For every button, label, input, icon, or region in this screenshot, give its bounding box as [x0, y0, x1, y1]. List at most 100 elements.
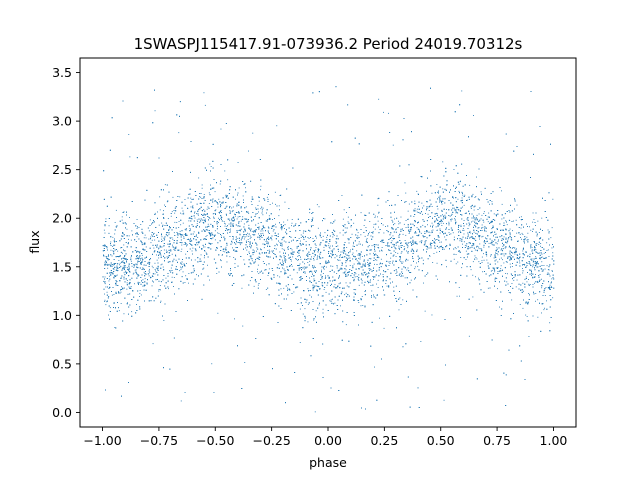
scatter-point — [508, 290, 509, 291]
scatter-point — [237, 216, 239, 218]
scatter-point — [254, 215, 256, 217]
scatter-point — [245, 240, 247, 242]
scatter-point — [275, 223, 276, 225]
scatter-point — [105, 304, 107, 306]
scatter-point — [194, 248, 196, 250]
scatter-point — [154, 110, 156, 112]
scatter-point — [345, 292, 347, 294]
scatter-point — [218, 198, 220, 200]
scatter-point — [494, 255, 496, 257]
scatter-point — [268, 242, 269, 244]
scatter-point — [481, 214, 483, 216]
scatter-point — [493, 244, 495, 246]
scatter-point — [232, 206, 234, 208]
scatter-point — [413, 251, 415, 253]
scatter-point — [377, 216, 378, 218]
scatter-point — [209, 235, 211, 237]
scatter-point — [225, 249, 227, 251]
scatter-point — [108, 225, 110, 227]
scatter-point — [190, 240, 192, 242]
scatter-point — [496, 247, 498, 249]
scatter-point — [459, 295, 460, 297]
scatter-point — [104, 301, 106, 302]
scatter-point — [315, 285, 317, 287]
scatter-point — [150, 242, 152, 244]
scatter-point — [355, 273, 357, 275]
scatter-point — [287, 219, 289, 221]
scatter-point — [444, 217, 446, 218]
scatter-point — [352, 245, 354, 247]
scatter-point — [192, 247, 194, 249]
scatter-point — [158, 224, 160, 226]
scatter-point — [441, 209, 443, 211]
scatter-point — [225, 246, 227, 248]
scatter-point — [160, 250, 162, 251]
scatter-point — [368, 258, 370, 259]
scatter-point — [184, 199, 186, 200]
scatter-point — [423, 205, 425, 207]
scatter-point — [304, 298, 305, 300]
scatter-point — [422, 259, 424, 261]
scatter-point — [457, 212, 459, 214]
scatter-point — [260, 189, 261, 191]
scatter-point — [432, 224, 434, 226]
scatter-point — [285, 259, 287, 261]
scatter-point — [309, 294, 311, 296]
scatter-point — [500, 249, 502, 251]
scatter-point — [446, 209, 447, 210]
scatter-point — [233, 236, 234, 238]
scatter-point — [217, 232, 219, 234]
scatter-point — [513, 279, 515, 281]
scatter-point — [245, 187, 246, 189]
scatter-point — [526, 223, 527, 225]
scatter-point — [230, 223, 232, 225]
scatter-point — [118, 260, 120, 261]
scatter-point — [413, 216, 415, 217]
scatter-point — [164, 204, 165, 206]
scatter-point — [183, 236, 185, 238]
scatter-point — [258, 200, 260, 202]
scatter-point — [328, 246, 330, 248]
scatter-point — [438, 192, 439, 194]
scatter-point — [506, 224, 508, 226]
scatter-point — [110, 249, 112, 251]
scatter-point — [522, 268, 523, 269]
scatter-point — [128, 134, 130, 135]
scatter-point — [549, 322, 551, 324]
scatter-point — [119, 292, 121, 294]
scatter-point — [160, 301, 161, 303]
scatter-point — [540, 237, 542, 239]
scatter-point — [512, 230, 513, 232]
scatter-point — [532, 284, 534, 285]
scatter-point — [494, 234, 496, 235]
scatter-point — [417, 193, 419, 195]
scatter-point — [181, 267, 183, 269]
scatter-point — [334, 284, 336, 286]
scatter-point — [186, 239, 188, 240]
scatter-point — [399, 260, 401, 262]
scatter-point — [309, 258, 311, 260]
scatter-point — [151, 265, 153, 267]
scatter-point — [405, 192, 407, 194]
scatter-point — [124, 287, 125, 289]
scatter-point — [162, 266, 164, 268]
scatter-point — [304, 263, 305, 265]
scatter-point — [481, 224, 483, 226]
scatter-point — [339, 257, 341, 258]
scatter-point — [483, 221, 485, 223]
scatter-point — [257, 227, 259, 228]
scatter-point — [214, 239, 216, 241]
scatter-point — [289, 274, 291, 276]
scatter-point — [497, 254, 499, 256]
scatter-point — [329, 261, 330, 263]
scatter-point — [495, 259, 497, 261]
scatter-point — [367, 262, 368, 263]
scatter-point — [241, 210, 243, 212]
scatter-point — [541, 270, 543, 272]
scatter-point — [104, 264, 106, 265]
scatter-point — [220, 235, 222, 237]
scatter-point — [345, 282, 347, 284]
scatter-point — [190, 239, 192, 241]
scatter-point — [522, 307, 524, 309]
scatter-point — [115, 226, 117, 228]
